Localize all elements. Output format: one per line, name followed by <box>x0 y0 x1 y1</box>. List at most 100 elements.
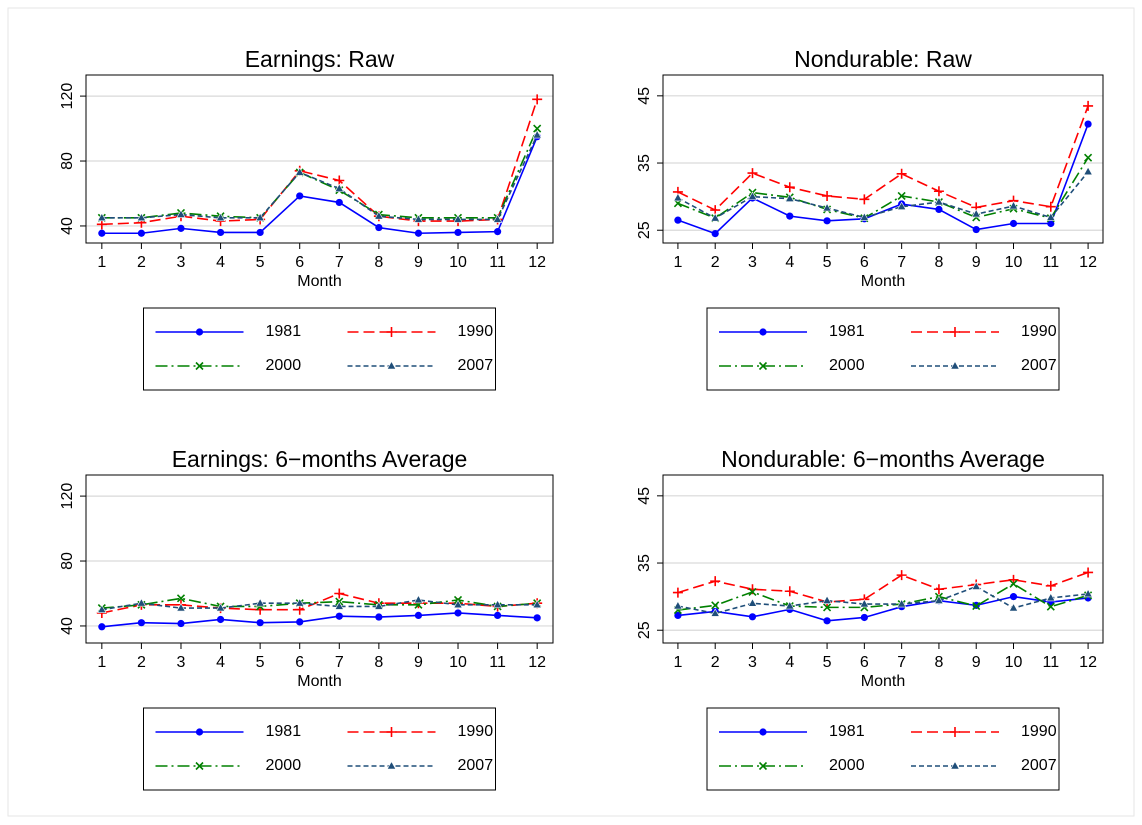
y-tick-label: 80 <box>59 552 76 570</box>
plot-frame <box>662 474 1104 644</box>
figure-frame <box>7 7 1135 817</box>
legend-marker <box>195 728 204 736</box>
marker <box>1083 166 1093 176</box>
series-line <box>677 582 1089 611</box>
marker <box>216 228 225 237</box>
y-tick-label: 25 <box>636 621 653 639</box>
x-tick-label: 5 <box>823 654 832 671</box>
legend-label: 1990 <box>1021 323 1057 340</box>
marker <box>1046 602 1055 611</box>
x-tick-label: 3 <box>177 654 186 671</box>
legend-label: 2000 <box>829 757 865 774</box>
marker <box>375 613 383 621</box>
marker <box>532 599 542 609</box>
marker <box>860 613 868 622</box>
marker <box>413 594 424 604</box>
legend-label: 1981 <box>829 323 865 340</box>
legend-box <box>143 307 496 391</box>
marker <box>859 194 870 205</box>
y-tick-label: 120 <box>59 83 76 110</box>
marker <box>1045 201 1056 212</box>
legend-marker <box>759 728 767 736</box>
marker <box>896 201 907 211</box>
marker <box>710 213 720 222</box>
marker <box>711 229 719 238</box>
x-tick-label: 4 <box>216 654 225 671</box>
marker <box>295 167 305 176</box>
x-tick-label: 6 <box>295 654 304 671</box>
legend-marker <box>195 361 204 371</box>
marker <box>454 228 462 237</box>
x-tick-label: 7 <box>335 654 344 671</box>
y-tick-label: 35 <box>636 154 653 172</box>
marker <box>1083 567 1094 578</box>
marker <box>215 212 226 222</box>
legend-label: 1981 <box>266 323 302 340</box>
x-tick-label: 5 <box>256 254 265 271</box>
x-tick-label: 12 <box>528 254 546 271</box>
marker <box>1047 219 1055 228</box>
x-tick-label: 2 <box>711 654 720 671</box>
y-tick-label: 120 <box>59 483 76 510</box>
marker <box>897 191 906 201</box>
y-tick-label: 45 <box>636 87 653 105</box>
marker <box>1046 592 1056 602</box>
marker <box>296 192 304 200</box>
series-line <box>677 571 1089 603</box>
marker <box>1009 593 1018 601</box>
marker <box>748 587 757 596</box>
marker <box>896 570 907 581</box>
marker <box>453 599 463 609</box>
marker <box>176 209 186 218</box>
marker <box>1046 212 1056 221</box>
marker <box>747 168 758 179</box>
x-tick-label: 6 <box>860 654 869 671</box>
x-tick-label: 12 <box>1079 254 1097 271</box>
legend-label: 1990 <box>1021 723 1057 740</box>
x-tick-label: 8 <box>934 254 943 271</box>
marker <box>1008 602 1019 612</box>
legend-marker <box>386 327 397 337</box>
x-axis-label: Month <box>861 673 905 690</box>
x-tick-label: 2 <box>137 654 146 671</box>
marker <box>492 214 503 223</box>
marker <box>256 619 264 627</box>
marker <box>413 214 424 223</box>
x-tick-label: 9 <box>972 654 981 671</box>
x-tick-label: 9 <box>414 254 423 271</box>
x-tick-label: 9 <box>414 654 423 671</box>
marker <box>532 94 543 105</box>
y-tick-label: 80 <box>59 152 76 170</box>
legend-marker <box>758 761 768 771</box>
marker <box>176 594 186 603</box>
series-line <box>101 136 538 235</box>
series-line <box>677 171 1089 220</box>
x-tick-label: 7 <box>897 654 906 671</box>
marker <box>375 223 383 232</box>
marker <box>933 186 944 197</box>
series-line <box>101 99 538 226</box>
x-tick-label: 12 <box>528 654 546 671</box>
marker <box>335 198 343 207</box>
x-tick-label: 5 <box>256 654 265 671</box>
marker <box>710 608 720 617</box>
legend-marker <box>195 761 204 771</box>
marker <box>136 598 147 607</box>
marker <box>334 588 345 599</box>
legend-marker <box>950 360 960 370</box>
y-tick-label: 25 <box>636 221 653 239</box>
legend-marker <box>759 328 767 336</box>
x-tick-label: 3 <box>748 654 757 671</box>
marker <box>256 228 264 237</box>
marker <box>674 216 682 224</box>
marker <box>493 611 502 620</box>
marker <box>823 217 831 225</box>
x-axis-label: Month <box>861 273 905 290</box>
marker <box>823 603 832 612</box>
marker <box>97 212 107 222</box>
legend-label: 1990 <box>458 723 494 740</box>
y-tick-label: 35 <box>636 554 653 572</box>
plot-frame <box>662 74 1104 244</box>
marker <box>933 584 944 595</box>
marker <box>785 600 795 610</box>
